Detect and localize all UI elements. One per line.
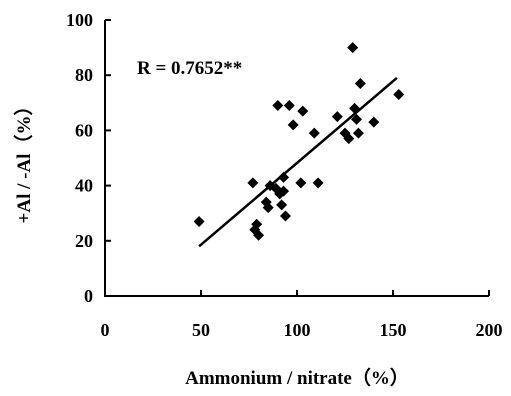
data-point-marker [393, 89, 405, 101]
data-point-marker [278, 171, 290, 183]
data-point-marker [343, 133, 355, 145]
correlation-annotation: R = 0.7652** [137, 58, 242, 79]
data-point-marker [312, 177, 324, 189]
axis-ticks [104, 19, 490, 297]
data-point-marker [262, 202, 274, 214]
x-tick-label: 150 [380, 320, 407, 340]
data-point-marker [349, 102, 361, 114]
data-point-marker [247, 177, 259, 189]
data-point-marker [287, 119, 299, 131]
y-axis-title: +Al / -Al（%） [12, 97, 35, 224]
x-tick-label: 200 [476, 320, 503, 340]
data-point-marker [249, 224, 261, 236]
tick-labels: 0 50 100 150 200 0 20 40 60 80 100 [66, 10, 503, 340]
data-point-marker [308, 127, 320, 139]
x-tick-label: 100 [284, 320, 311, 340]
data-point-marker [283, 100, 295, 112]
y-tick-label: 40 [75, 176, 93, 196]
data-point-marker [278, 185, 290, 197]
y-tick-label: 80 [75, 65, 93, 85]
data-points [193, 42, 405, 241]
y-tick-label: 100 [66, 10, 93, 30]
y-tick-label: 60 [75, 120, 93, 140]
data-point-marker [276, 199, 288, 211]
data-point-marker [272, 100, 284, 112]
data-point-marker [368, 116, 380, 128]
data-point-marker [251, 218, 263, 230]
data-point-marker [253, 229, 265, 241]
y-tick-label: 0 [84, 286, 93, 306]
data-point-marker [351, 113, 363, 125]
y-tick-label: 20 [75, 231, 93, 251]
data-point-marker [354, 77, 366, 89]
x-tick-label: 50 [192, 320, 210, 340]
data-point-marker [297, 105, 309, 117]
x-tick-label: 0 [101, 320, 110, 340]
trendline [198, 77, 398, 248]
data-point-marker [347, 42, 359, 54]
data-point-marker [352, 127, 364, 139]
data-point-marker [295, 177, 307, 189]
data-point-marker [193, 215, 205, 227]
data-point-marker [331, 111, 343, 123]
data-point-marker [279, 210, 291, 222]
trendline-group [198, 77, 398, 248]
x-axis-title: Ammonium / nitrate（%） [185, 366, 409, 389]
